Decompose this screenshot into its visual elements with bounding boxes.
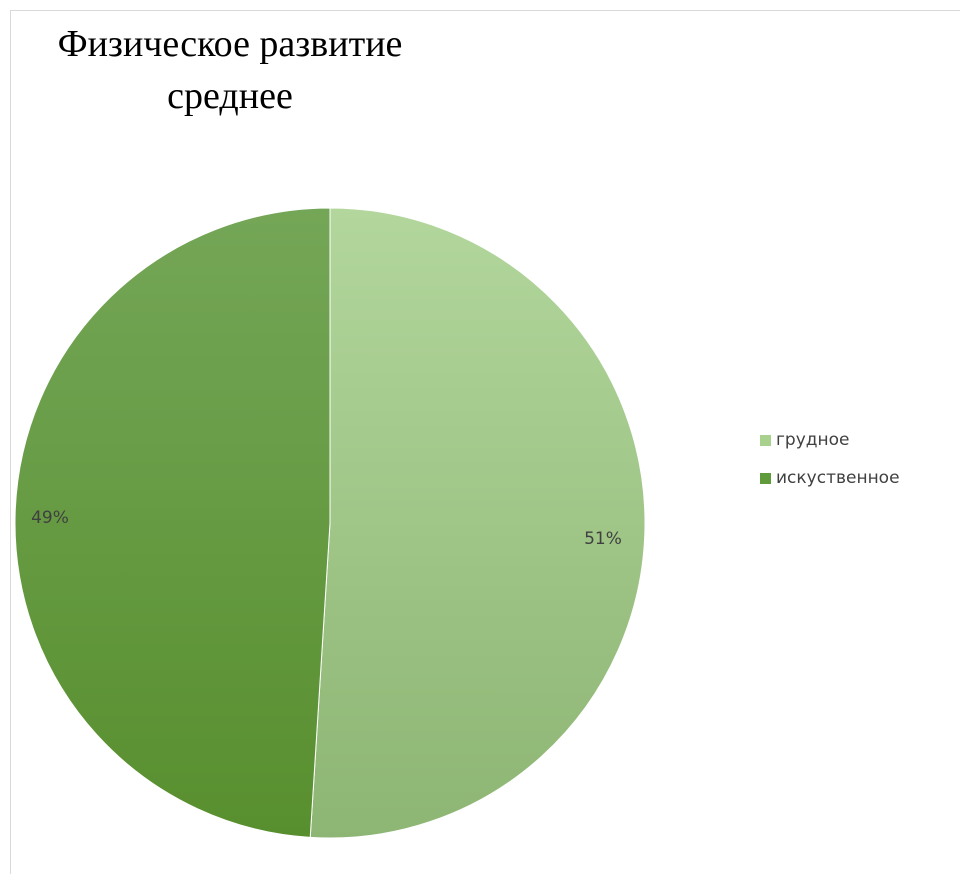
- data-label-1: 49%: [31, 508, 69, 528]
- pie-slice-грудное: [309, 207, 646, 839]
- chart-title-line-2: среднее: [167, 75, 293, 117]
- pie-slice-искуственное: [14, 207, 331, 838]
- legend-item-грудное: грудное: [760, 425, 900, 455]
- legend-swatch: [760, 472, 771, 484]
- legend-label: грудное: [776, 430, 850, 450]
- legend: грудное искуственное: [760, 425, 900, 501]
- legend-swatch: [760, 434, 771, 446]
- chart-title: Физическое развитие среднее: [30, 18, 430, 122]
- legend-item-искуственное: искуственное: [760, 463, 900, 493]
- legend-label: искуственное: [776, 468, 900, 488]
- chart-frame: [10, 10, 960, 874]
- chart-title-line-1: Физическое развитие: [57, 23, 403, 65]
- data-label-0: 51%: [584, 529, 622, 549]
